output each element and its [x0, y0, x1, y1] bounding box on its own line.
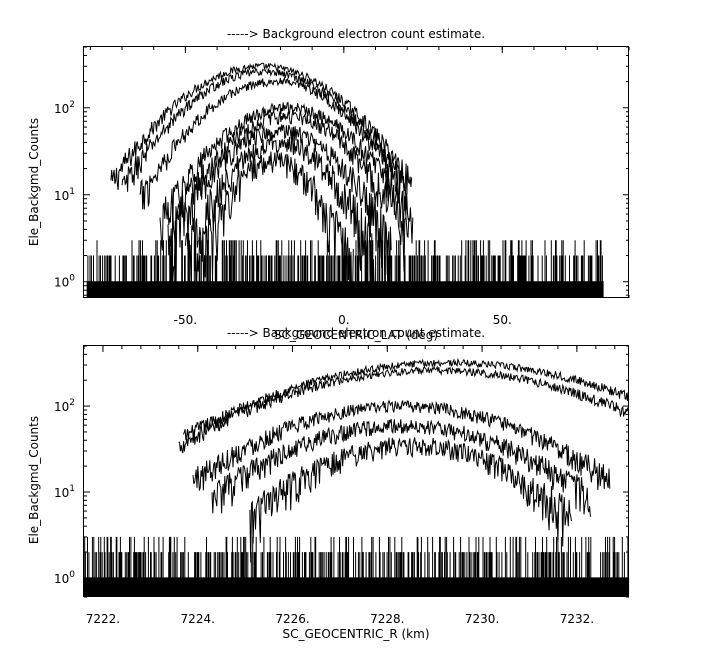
radius-x-tick-label: 7222. — [86, 612, 120, 626]
latitude-series-4 — [167, 110, 407, 272]
radius-series-3 — [211, 418, 591, 517]
radius-traces — [83, 357, 630, 596]
radius-x-tick-label: 7226. — [275, 612, 309, 626]
latitude-panel: -50. 0. 50. 100 101 102 -----> Background ele… — [27, 27, 630, 342]
radius-series-2 — [192, 399, 611, 491]
radius-axis-ticks: 7222. 7224. 7226. 7228. 7230. 7232. 100 101 102 — [54, 345, 629, 626]
latitude-y-axis-label: Ele_Backgmd_Counts — [27, 118, 41, 246]
latitude-axis-ticks: -50. 0. 50. 100 101 102 — [54, 46, 630, 327]
latitude-x-tick-label: -50. — [174, 313, 197, 327]
latitude-series-7 — [194, 150, 354, 298]
latitude-y-tick-label: 101 — [54, 187, 75, 203]
radius-x-tick-label: 7228. — [370, 612, 404, 626]
latitude-traces — [86, 62, 604, 298]
latitude-series-1 — [121, 67, 408, 210]
radius-y-tick-label: 101 — [54, 484, 75, 500]
latitude-series-6 — [184, 135, 376, 298]
radius-x-axis-label: SC_GEOCENTRIC_R (km) — [283, 627, 430, 641]
latitude-y-tick-label: 102 — [54, 100, 75, 116]
radius-y-axis-label: Ele_Backgmd_Counts — [27, 416, 41, 544]
radius-background-noise — [83, 536, 630, 596]
latitude-x-tick-label: 0. — [338, 313, 349, 327]
radius-plot-frame — [83, 345, 629, 597]
radius-series-1 — [178, 365, 629, 454]
latitude-x-axis-label: SC_GEOCENTRIC_LAT (deg) — [274, 328, 438, 342]
radius-panel: 7222. 7224. 7226. 7228. 7230. 7232.100101102 … — [27, 326, 630, 641]
latitude-series-3 — [159, 101, 414, 251]
latitude-x-tick-label: 50. — [493, 313, 512, 327]
latitude-y-tick-label: 100 — [54, 274, 75, 290]
radius-series-4 — [249, 437, 572, 563]
radius-chart-title: -----> Background electron count estimat… — [227, 326, 485, 340]
latitude-series-5 — [169, 124, 392, 298]
latitude-plot-frame — [83, 46, 629, 298]
latitude-series-2 — [139, 76, 409, 221]
radius-x-tick-label: 7232. — [560, 612, 594, 626]
latitude-series-0 — [110, 62, 413, 195]
latitude-chart-title: -----> Background electron count estimat… — [227, 27, 485, 41]
radius-x-tick-label: 7224. — [181, 612, 215, 626]
radius-x-tick-label: 7230. — [465, 612, 499, 626]
radius-y-tick-label: 100 — [54, 570, 75, 586]
radius-y-tick-label: 102 — [54, 398, 75, 414]
